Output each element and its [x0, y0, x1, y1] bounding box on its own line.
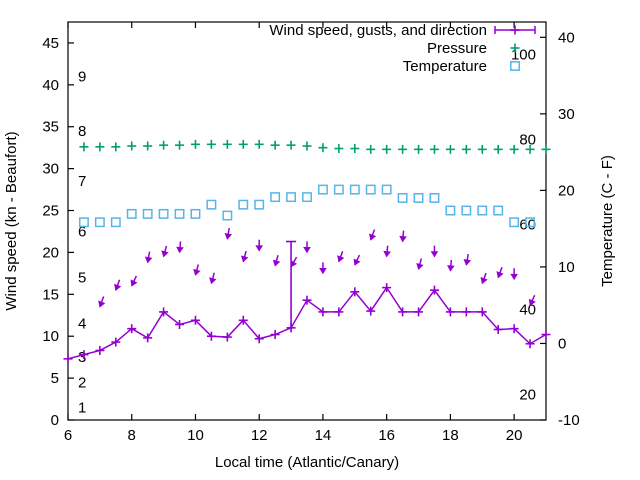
svg-text:3: 3: [78, 349, 86, 366]
svg-text:40: 40: [42, 77, 59, 94]
svg-text:1: 1: [78, 399, 86, 416]
svg-text:Temperature: Temperature: [403, 58, 487, 75]
svg-text:5: 5: [51, 370, 59, 387]
svg-text:Pressure: Pressure: [427, 40, 487, 57]
svg-text:10: 10: [558, 259, 575, 276]
y-axis-fahrenheit-labels: 20 40 60 80 100: [511, 46, 536, 403]
y-axis-beaufort-labels: 1 2 3 4 5 6 7 8 9: [78, 68, 86, 416]
series-pressure: [79, 139, 551, 154]
svg-text:25: 25: [42, 203, 59, 220]
svg-text:60: 60: [519, 216, 536, 233]
svg-text:0: 0: [558, 335, 566, 352]
svg-text:20: 20: [519, 386, 536, 403]
svg-text:10: 10: [187, 427, 204, 444]
svg-text:2: 2: [78, 374, 86, 391]
svg-text:45: 45: [42, 35, 59, 52]
svg-text:5: 5: [78, 270, 86, 287]
svg-text:40: 40: [558, 29, 575, 46]
wind-direction-arrows: [98, 228, 536, 308]
svg-text:80: 80: [519, 131, 536, 148]
svg-text:6: 6: [64, 427, 72, 444]
y-axis-right-ticks: -10 0 10 20 30 40: [540, 29, 580, 429]
svg-text:30: 30: [558, 106, 575, 123]
svg-text:35: 35: [42, 119, 59, 136]
svg-text:20: 20: [558, 182, 575, 199]
svg-text:8: 8: [128, 427, 136, 444]
svg-text:18: 18: [442, 427, 459, 444]
svg-text:20: 20: [42, 244, 59, 261]
chart-legend: Wind speed, gusts, and directionPressure…: [269, 22, 536, 75]
svg-text:0: 0: [51, 412, 59, 429]
svg-text:30: 30: [42, 161, 59, 178]
svg-text:8: 8: [78, 123, 86, 140]
series-temperature: [78, 184, 536, 228]
svg-text:6: 6: [78, 223, 86, 240]
svg-text:Wind speed, gusts, and directi: Wind speed, gusts, and direction: [269, 22, 487, 39]
series-wind-speed: [63, 240, 551, 364]
svg-text:100: 100: [511, 46, 536, 63]
svg-text:16: 16: [378, 427, 395, 444]
plot-frame: [67, 21, 547, 421]
x-axis-title: Local time (Atlantic/Canary): [215, 454, 399, 471]
svg-text:40: 40: [519, 301, 536, 318]
svg-text:12: 12: [251, 427, 268, 444]
svg-text:14: 14: [315, 427, 332, 444]
svg-text:20: 20: [506, 427, 523, 444]
y-axis-right-title: Temperature (C - F): [599, 155, 616, 287]
svg-text:7: 7: [78, 173, 86, 190]
svg-text:10: 10: [42, 328, 59, 345]
svg-text:-10: -10: [558, 412, 580, 429]
y-axis-left-title: Wind speed (kn - Beaufort): [3, 131, 20, 310]
svg-text:15: 15: [42, 286, 59, 303]
x-axis-ticks: 6 8 10 12 14 16 18 20: [64, 22, 523, 444]
svg-text:9: 9: [78, 68, 86, 85]
svg-text:4: 4: [78, 316, 86, 333]
y-axis-left-ticks: 0 5 10 15 20 25 30 35 40 45: [42, 35, 74, 429]
